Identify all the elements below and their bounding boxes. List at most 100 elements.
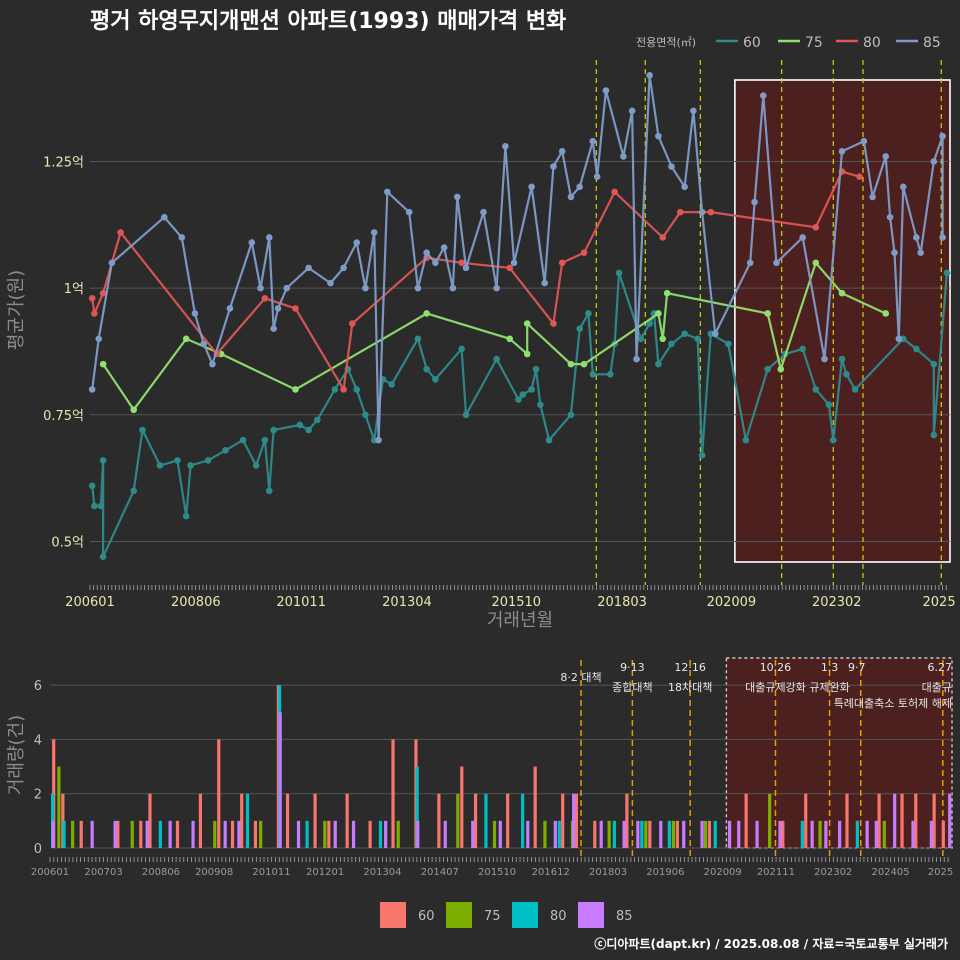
y-tick-label: 0.5억 <box>51 535 84 550</box>
data-point-85 <box>384 188 391 196</box>
y-tick-label-bottom: 4 <box>34 733 42 748</box>
data-point-85 <box>939 132 946 140</box>
data-point-85 <box>283 284 291 292</box>
data-point-60 <box>528 386 535 393</box>
volume-bar-75 <box>543 820 547 848</box>
legend-label-bottom-75: 75 <box>484 909 501 924</box>
data-point-85 <box>668 163 675 170</box>
data-point-60 <box>812 386 820 393</box>
policy-label: 1.3 <box>821 661 839 674</box>
legend-label-75: 75 <box>805 35 823 51</box>
data-point-60 <box>606 370 614 378</box>
data-point-60 <box>799 345 806 353</box>
data-point-60 <box>585 310 592 317</box>
data-point-60 <box>681 330 688 338</box>
volume-bar-60 <box>561 793 565 848</box>
data-point-60 <box>97 502 105 510</box>
data-point-80 <box>349 320 356 327</box>
x-tick-label-bottom: 201906 <box>646 867 684 878</box>
policy-label: 9·13 <box>620 661 645 674</box>
data-point-60 <box>515 396 522 403</box>
data-point-85 <box>161 213 168 221</box>
policy-label: 8·2 대책 <box>560 671 601 684</box>
volume-bar-85 <box>384 820 388 848</box>
policy-label: 10.26 <box>760 661 792 674</box>
data-point-85 <box>838 148 846 155</box>
volume-bar-60 <box>781 820 785 848</box>
volume-bar-60 <box>230 820 235 848</box>
data-point-85 <box>502 142 509 150</box>
data-point-60 <box>156 462 164 469</box>
data-point-60 <box>725 340 732 348</box>
data-point-85 <box>567 193 575 201</box>
data-point-75 <box>659 335 667 343</box>
volume-bar-60 <box>473 793 478 848</box>
data-point-60 <box>764 365 771 373</box>
data-point-85 <box>913 234 920 241</box>
data-point-60 <box>930 360 938 368</box>
data-point-60 <box>829 436 837 444</box>
data-point-80 <box>707 208 715 216</box>
volume-bar-80 <box>62 820 66 848</box>
volume-bar-85 <box>865 820 869 848</box>
data-point-60 <box>655 360 662 368</box>
volume-bar-60 <box>139 820 143 848</box>
volume-bar-85 <box>911 820 915 848</box>
data-point-85 <box>88 386 96 393</box>
series-line-80 <box>91 170 860 393</box>
volume-bar-75 <box>130 820 134 848</box>
volume-bar-75 <box>456 793 460 848</box>
data-point-60 <box>458 345 465 353</box>
data-point-85 <box>895 335 903 343</box>
data-point-85 <box>95 335 103 343</box>
volume-bar-60 <box>253 820 258 848</box>
x-tick-label-bottom: 201407 <box>421 867 459 878</box>
volume-bar-75 <box>323 820 327 848</box>
data-point-60 <box>88 482 96 490</box>
policy-sub: 규제완화 <box>809 681 849 694</box>
data-point-75 <box>777 365 785 373</box>
data-point-85 <box>593 173 601 180</box>
chart-title: 평거 하영무지개맨션 아파트(1993) 매매가격 변화 <box>90 9 566 34</box>
data-point-60 <box>130 487 138 495</box>
data-point-85 <box>690 107 697 115</box>
data-point-75 <box>838 289 846 297</box>
data-point-60 <box>174 457 181 464</box>
volume-bar-85 <box>237 820 241 848</box>
volume-bar-85 <box>599 820 603 848</box>
data-point-85 <box>646 72 653 79</box>
data-point-85 <box>265 234 273 241</box>
x-tick-label-bottom: 2025 <box>928 867 953 878</box>
data-point-85 <box>869 193 876 201</box>
legend-label-60: 60 <box>743 35 761 51</box>
data-point-75 <box>663 289 671 297</box>
data-point-80 <box>558 259 566 267</box>
x-tick-label-bottom: 200908 <box>195 867 233 878</box>
volume-bar-60 <box>707 820 712 848</box>
volume-bar-85 <box>636 820 640 848</box>
volume-bar-85 <box>755 820 759 848</box>
volume-bar-85 <box>810 820 814 848</box>
data-point-85 <box>432 259 439 267</box>
volume-bar-75 <box>644 820 648 848</box>
data-point-85 <box>917 249 925 256</box>
x-tick-label-bottom: 202009 <box>704 867 742 878</box>
volume-bar-80 <box>484 793 488 848</box>
x-axis-title: 거래년월 <box>487 610 553 631</box>
volume-bar-60 <box>675 820 679 848</box>
data-point-85 <box>270 325 277 332</box>
highlight-box <box>734 79 951 563</box>
volume-bar-60 <box>327 820 331 848</box>
data-point-85 <box>327 279 334 287</box>
data-point-60 <box>222 446 229 454</box>
data-point-60 <box>851 386 859 393</box>
volume-bar-60 <box>574 793 579 848</box>
x-tick-label-bottom: 201011 <box>252 867 290 878</box>
y-axis-title-bottom: 거래량(건) <box>6 715 27 795</box>
data-point-75 <box>99 360 107 368</box>
data-point-85 <box>711 330 719 338</box>
data-point-60 <box>462 411 470 419</box>
volume-bar-85 <box>929 820 933 848</box>
y-tick-label: 1.25억 <box>43 155 84 170</box>
